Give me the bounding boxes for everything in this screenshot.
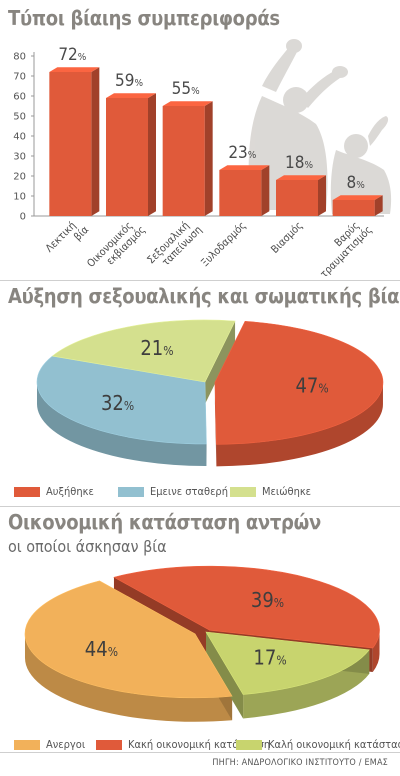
y-tick-label: 60 — [13, 92, 26, 103]
pie-chart-violence-increase: 47% 32% 21% — [36, 319, 384, 467]
bar-front — [106, 98, 148, 216]
bar-side — [148, 93, 156, 216]
pie-slice-wall — [243, 649, 370, 719]
source-note: ΠΗΓΗ: ΑΝΔΡΟΛΟΓΙΚΟ ΙΝΣΤΙΤΟΥΤΟ / ΕΜΑΣ — [212, 758, 388, 768]
pie-slice-wall — [372, 630, 380, 673]
bar-category-label: Βιασμός — [269, 220, 305, 256]
pie2-title: Οικονομική κατάσταση αντρών — [8, 510, 321, 534]
pie-slice — [51, 319, 236, 383]
bar-top — [332, 195, 383, 200]
pie-value-label: 17% — [253, 646, 286, 670]
bar-side — [204, 101, 213, 216]
legend-label: Μειώθηκε — [262, 485, 312, 498]
legend-item: Ανεργοι — [14, 738, 85, 751]
bar-front — [332, 200, 375, 216]
legend-item: Αυξήθηκε — [14, 485, 94, 498]
legend-item: Κακή οικονομική κατάσταση — [96, 738, 270, 751]
section-divider — [0, 506, 400, 507]
legend-item: Μειώθηκε — [230, 485, 311, 498]
pie-value-label: 47% — [295, 373, 328, 397]
pie-slice-cut — [206, 632, 244, 719]
section-divider — [0, 752, 400, 753]
legend-label: Εμεινε σταθερή — [150, 485, 228, 498]
legend-swatch — [118, 486, 144, 497]
pie-slice — [24, 580, 233, 699]
bar-value-label: 59% — [115, 71, 143, 91]
legend-swatch — [96, 739, 122, 750]
bar — [106, 93, 156, 216]
bar-value-label: 23% — [228, 143, 256, 163]
legend-item: Καλή οικονομική κατάσταση — [236, 738, 400, 751]
bar-side — [374, 195, 383, 216]
legend-swatch — [230, 486, 256, 497]
legend-swatch — [14, 739, 40, 750]
bar-front — [219, 170, 262, 216]
bar — [162, 101, 213, 216]
bar — [276, 175, 326, 216]
bar-category-label: Ξυλοδαρμός — [199, 220, 249, 270]
legend-label: Καλή οικονομική κατάσταση — [268, 738, 400, 751]
bar-value-label: 8% — [347, 173, 366, 193]
bar-top — [276, 175, 326, 180]
bar-value-label: 55% — [172, 79, 200, 99]
bar-category-label: Βαρύςτραυματισμός — [310, 215, 375, 280]
y-tick-label: 70 — [13, 72, 26, 83]
bar-category-label: Λεκτικήβία — [43, 215, 91, 263]
pie-slice — [205, 631, 370, 695]
legend-label: Ανεργοι — [46, 738, 86, 751]
bar-top — [106, 93, 156, 98]
bar-top — [49, 67, 100, 72]
y-tick-label: 30 — [13, 152, 26, 163]
bar-category-label: Οικονομικόςεκβιασμός — [85, 215, 148, 278]
y-tick-label: 80 — [13, 52, 26, 63]
section-divider — [0, 280, 400, 281]
y-tick-label: 20 — [13, 172, 26, 183]
legend-label: Αυξήθηκε — [46, 485, 94, 498]
pie-slice-wall — [37, 382, 207, 466]
pie-chart-economic-status: 44% 39% 17% — [24, 565, 380, 722]
pie-value-label: 32% — [101, 391, 134, 415]
pie-value-label: 39% — [251, 588, 284, 612]
bar — [219, 165, 270, 216]
pie2-subtitle: οι οποίοι άσκησαν βία — [8, 537, 167, 556]
bar-value-label: 18% — [285, 153, 313, 173]
bar-side — [318, 175, 326, 216]
y-tick-label: 10 — [13, 192, 26, 203]
legend-swatch — [14, 486, 40, 497]
bar-value-label: 72% — [58, 45, 86, 65]
pie1-title: Αύξηση σεξουαλικής και σωματικής βίας — [8, 284, 400, 308]
bar-top — [219, 165, 270, 170]
bar-side — [261, 165, 270, 216]
bar-chart: 0 10 20 30 40 50 60 70 80 72% Λεκτικήβία 59% Οικονομ… — [13, 45, 384, 280]
bar-front — [276, 180, 318, 216]
bar-front — [49, 72, 92, 216]
bar-chart-title: Τύποι βίαιηs συμπεριφοράs — [8, 6, 280, 30]
legend-swatch — [236, 739, 262, 750]
bar-front — [162, 106, 205, 216]
pie-slice-cut — [205, 321, 236, 404]
y-tick-label: 40 — [13, 132, 26, 143]
pie-slice — [36, 355, 207, 445]
pie-slice-wall — [24, 633, 233, 722]
bar — [49, 67, 100, 216]
pie-slice — [113, 565, 380, 649]
bar-category-label: Σεξουαλικήταπείνωση — [145, 215, 205, 275]
bar-top — [162, 101, 213, 106]
legend-item: Εμεινε σταθερή — [118, 485, 228, 498]
pie-slice — [214, 321, 384, 445]
y-tick-label: 50 — [13, 112, 26, 123]
pie-value-label: 44% — [85, 637, 118, 661]
pie-value-label: 21% — [140, 336, 173, 360]
pie-slice-wall — [216, 382, 383, 467]
bar — [332, 195, 383, 216]
y-tick-label: 0 — [20, 212, 26, 223]
bar-side — [91, 67, 100, 216]
legend-label: Κακή οικονομική κατάσταση — [128, 738, 271, 751]
